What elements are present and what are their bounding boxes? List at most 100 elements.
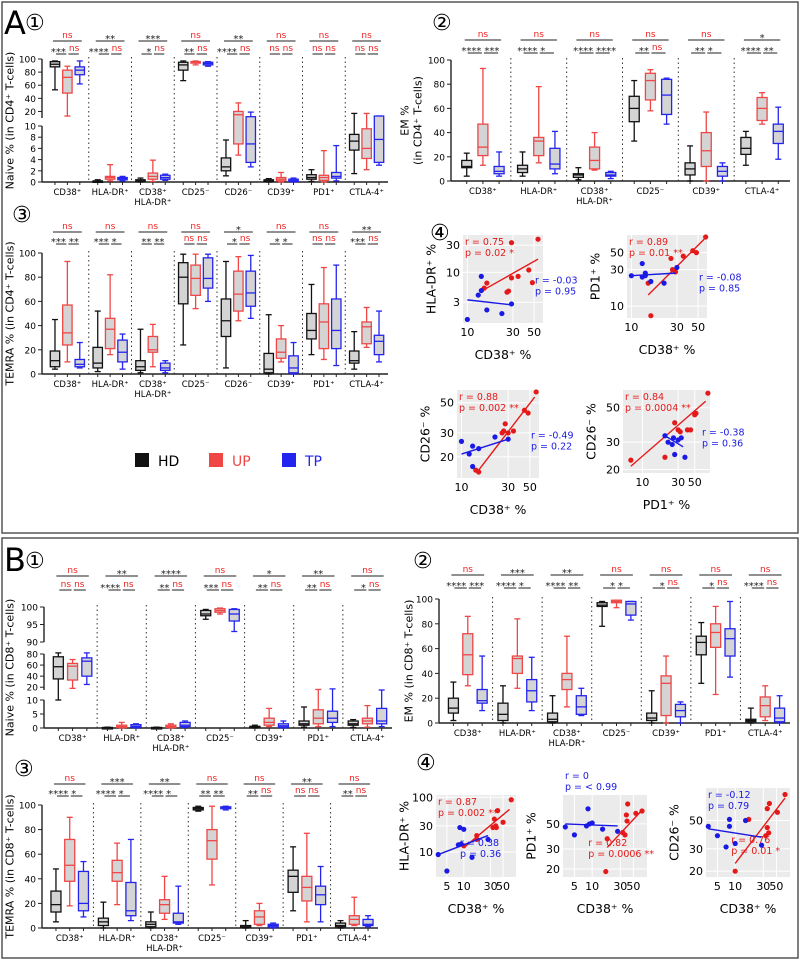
category-group: PD1⁺ **ns ns	[282, 777, 327, 944]
box-hd	[684, 145, 696, 182]
box-hd	[287, 846, 299, 912]
box-up	[610, 599, 623, 609]
box-up	[275, 171, 287, 183]
category-label: HLA-DR⁺	[134, 390, 171, 400]
box-tp	[373, 310, 385, 363]
x-tick-label: 50	[626, 880, 640, 893]
data-point	[639, 260, 645, 267]
category-label: CD38⁺	[53, 380, 81, 390]
data-point	[766, 800, 772, 807]
significance-label: ns	[207, 774, 218, 784]
box-iqr	[158, 899, 171, 914]
category-group: CD25⁻ns** ns	[173, 31, 214, 198]
box-iqr	[497, 702, 509, 722]
series-tp: r = -0.38p = 0.36	[662, 428, 745, 460]
x-tick-label: 30	[670, 321, 684, 334]
box-hd	[192, 805, 204, 812]
box-hd	[92, 179, 104, 184]
regression-line	[606, 809, 643, 848]
box-up	[62, 65, 73, 117]
correlation-p: p = 0.01 *	[731, 846, 780, 857]
data-point	[672, 420, 678, 426]
category-label: CD38⁺	[553, 729, 581, 739]
y-tick-label: 40	[434, 129, 446, 139]
box-up	[361, 704, 374, 728]
box-iqr	[301, 875, 313, 902]
significance-label: ****	[446, 581, 466, 592]
box-iqr	[177, 262, 189, 305]
y-tick-label: 50	[546, 818, 560, 831]
category-group: HLA-DR⁺ ******* *	[92, 777, 137, 944]
data-point	[603, 868, 609, 875]
data-point	[508, 275, 515, 281]
category-label: CTLA-4⁺	[349, 188, 384, 198]
regression-line	[734, 797, 786, 864]
box-iqr	[348, 133, 360, 151]
regression-line	[483, 258, 539, 291]
category-label: CD26⁻	[224, 188, 252, 198]
subpanel-b3-label: ③	[14, 757, 34, 782]
y-tick-label: 80	[25, 826, 37, 836]
correlation-r: r = -0.08	[699, 273, 742, 284]
significance-label: ns	[361, 31, 372, 41]
significance-label: ****	[100, 583, 120, 594]
significance-label: ***	[510, 568, 525, 579]
regression-line	[467, 299, 512, 306]
y-tick-label: 2	[30, 167, 36, 177]
data-point	[677, 429, 683, 435]
significance-label: **	[184, 47, 194, 58]
significance-label: **	[141, 237, 151, 248]
box-tp	[267, 922, 279, 929]
correlation-p: p = 0.79	[708, 801, 749, 812]
y-tick-label: 30	[606, 436, 620, 449]
box-up	[233, 255, 244, 322]
category-label: CD25⁻	[206, 734, 234, 744]
significance-label: ****	[48, 789, 68, 800]
box-up	[462, 615, 474, 687]
box-iqr	[288, 355, 299, 374]
significance-label: ns	[611, 565, 622, 575]
box-tp	[288, 177, 299, 183]
category-group: CTLA-4⁺ ***** ns	[344, 225, 385, 390]
significance-label: ***	[484, 46, 499, 57]
category-group: PD1⁺ns* ns	[690, 565, 736, 739]
box-hd	[145, 911, 157, 929]
box-hd	[306, 169, 317, 183]
box-iqr	[644, 72, 657, 101]
series-tp: r = -0.12p = 0.79	[705, 790, 765, 850]
box-up	[111, 842, 123, 906]
box-tp	[724, 600, 736, 678]
significance-label: *	[660, 581, 665, 592]
data-point	[505, 288, 512, 294]
x-tick-label: 10	[585, 880, 599, 893]
data-point	[604, 836, 610, 842]
significance-label: ns	[325, 44, 336, 54]
box-tp	[74, 60, 86, 85]
box-hd	[135, 177, 146, 183]
box-iqr	[362, 918, 374, 927]
data-point	[758, 842, 765, 848]
y-tick-label: 40	[25, 322, 37, 332]
category-group: PD1⁺ ** ** ns	[293, 569, 339, 744]
category-label: CD38⁺	[469, 187, 497, 197]
box-iqr	[533, 136, 545, 157]
box-iqr	[77, 870, 90, 912]
x-tick-label: 30	[613, 880, 627, 893]
significance-label: ns	[74, 580, 85, 590]
box-up	[253, 902, 266, 927]
data-point	[457, 824, 463, 831]
significance-label: ns	[222, 580, 233, 590]
significance-label: ns	[276, 31, 287, 41]
significance-label: ****	[161, 569, 181, 580]
data-point	[515, 273, 521, 279]
x-tick-label: 30	[506, 326, 520, 339]
category-label: CTLA-4⁺	[748, 729, 783, 739]
category-label: CTLA-4⁺	[349, 380, 384, 390]
data-point	[466, 451, 472, 457]
box-hd	[240, 919, 252, 929]
category-label: CD39⁺	[267, 380, 295, 390]
y-tick-label: 20	[440, 451, 454, 464]
